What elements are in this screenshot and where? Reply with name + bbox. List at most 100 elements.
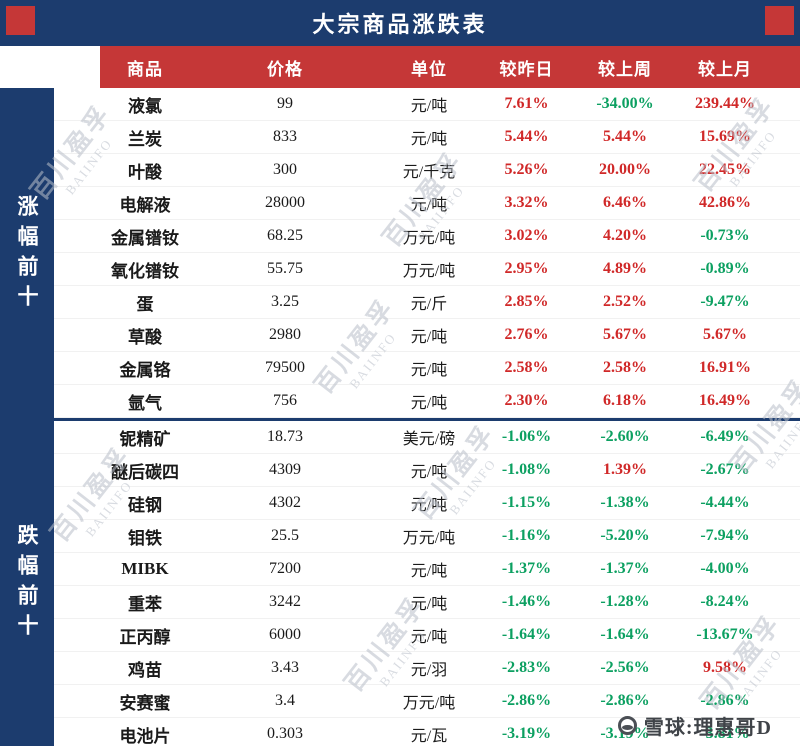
table-row: 氧化镨钕 55.75 万元/吨 2.95% 4.89% -0.89%: [54, 253, 800, 286]
change-vs-lastweek: 4.89%: [603, 260, 647, 277]
commodity-name: 鸡苗: [128, 660, 162, 680]
commodity-price: 79500: [265, 359, 305, 376]
table-row: 电池片 0.303 元/瓦 -3.19% -3.19% -3.81%: [54, 718, 800, 746]
commodity-price: 55.75: [267, 260, 303, 277]
change-vs-yesterday: -1.08%: [501, 461, 552, 478]
change-vs-yesterday: 2.76%: [504, 326, 549, 343]
commodity-unit: 美元/磅: [402, 431, 456, 448]
commodity-price: 0.303: [267, 725, 303, 742]
change-vs-lastmonth: -2.86%: [700, 692, 750, 709]
commodity-name: 正丙醇: [119, 627, 171, 647]
commodity-unit: 元/羽: [410, 662, 448, 679]
commodity-name: MIBK: [121, 559, 169, 578]
commodity-unit: 元/瓦: [410, 728, 448, 745]
table-row: 醚后碳四 4309 元/吨 -1.08% 1.39% -2.67%: [54, 454, 800, 487]
header-vs-yesterday: 较昨日: [499, 59, 554, 79]
commodity-unit: 元/吨: [410, 629, 448, 646]
change-vs-lastweek: -1.38%: [600, 494, 650, 511]
change-vs-lastmonth: -3.81%: [700, 725, 750, 742]
table-row: 叶酸 300 元/千克 5.26% 20.00% 22.45%: [54, 154, 800, 187]
credit-badge: 雪球:理惠哥D: [617, 711, 772, 740]
commodity-price: 3.25: [271, 293, 299, 310]
change-vs-lastweek: 20.00%: [599, 161, 651, 178]
commodity-name: 金属镨钕: [111, 228, 179, 248]
change-vs-yesterday: 2.58%: [504, 359, 549, 376]
change-vs-lastweek: -1.28%: [600, 593, 650, 610]
change-vs-lastmonth: -2.67%: [700, 461, 750, 478]
credit-text: 雪球:理惠哥D: [643, 717, 772, 739]
commodity-price: 6000: [269, 626, 301, 643]
change-vs-lastmonth: -0.89%: [700, 260, 750, 277]
commodity-unit: 元/吨: [410, 395, 448, 412]
change-vs-yesterday: 2.85%: [504, 293, 549, 310]
change-vs-lastmonth: -7.94%: [700, 527, 750, 544]
table-row: 液氯 99 元/吨 7.61% -34.00% 239.44%: [54, 88, 800, 121]
table-row: 铌精矿 18.73 美元/磅 -1.06% -2.60% -6.49%: [54, 421, 800, 454]
change-vs-lastmonth: 16.49%: [699, 392, 751, 409]
change-vs-yesterday: -2.86%: [501, 692, 552, 709]
commodity-price: 4302: [269, 494, 301, 511]
change-vs-lastweek: -34.00%: [596, 95, 654, 112]
commodity-name: 醚后碳四: [111, 462, 179, 482]
change-vs-lastweek: 2.52%: [603, 293, 647, 310]
change-vs-lastweek: -2.60%: [600, 428, 650, 445]
change-vs-lastmonth: -8.24%: [700, 593, 750, 610]
change-vs-lastmonth: -0.73%: [700, 227, 750, 244]
change-vs-lastweek: 4.20%: [603, 227, 647, 244]
commodity-unit: 元/千克: [402, 164, 456, 181]
change-vs-lastweek: -1.37%: [600, 560, 650, 577]
commodity-name: 金属铬: [119, 360, 171, 380]
change-vs-yesterday: 5.26%: [504, 161, 549, 178]
commodity-unit: 元/吨: [410, 131, 448, 148]
change-vs-lastweek: -2.56%: [600, 659, 650, 676]
page-title: 大宗商品涨跌表: [312, 12, 488, 37]
change-vs-lastmonth: 42.86%: [699, 194, 751, 211]
change-vs-yesterday: -1.16%: [501, 527, 552, 544]
section-losers-label: 跌幅前十: [15, 523, 39, 644]
change-vs-lastweek: 5.44%: [603, 128, 647, 145]
commodity-unit: 元/吨: [410, 464, 448, 481]
change-vs-yesterday: 2.30%: [504, 392, 549, 409]
commodity-price: 3.43: [271, 659, 299, 676]
change-vs-lastmonth: -4.44%: [700, 494, 750, 511]
change-vs-yesterday: -1.64%: [501, 626, 552, 643]
section-divider: [54, 418, 800, 421]
commodity-unit: 元/吨: [410, 329, 448, 346]
commodity-name: 液氯: [128, 96, 162, 116]
table-row: 草酸 2980 元/吨 2.76% 5.67% 5.67%: [54, 319, 800, 352]
commodity-name: 钼铁: [128, 528, 162, 548]
commodity-name: 硅钢: [128, 495, 162, 515]
commodity-unit: 元/吨: [410, 497, 448, 514]
change-vs-lastmonth: 15.69%: [699, 128, 751, 145]
commodity-name: 电解液: [119, 195, 171, 215]
change-vs-lastweek: -5.20%: [600, 527, 650, 544]
header-commodity: 商品: [127, 59, 163, 79]
change-vs-lastweek: 6.18%: [603, 392, 647, 409]
commodity-price: 99: [277, 95, 293, 112]
commodity-unit: 万元/吨: [402, 695, 456, 712]
change-vs-lastweek: -1.64%: [600, 626, 650, 643]
change-vs-lastmonth: 16.91%: [699, 359, 751, 376]
commodity-price: 28000: [265, 194, 305, 211]
change-vs-lastmonth: -4.00%: [700, 560, 750, 577]
commodity-name: 兰炭: [128, 129, 162, 149]
change-vs-yesterday: 5.44%: [504, 128, 549, 145]
change-vs-lastmonth: 5.67%: [703, 326, 747, 343]
title-bar: 大宗商品涨跌表: [0, 0, 800, 46]
table-row: 硅钢 4302 元/吨 -1.15% -1.38% -4.44%: [54, 487, 800, 520]
header-vs-lastweek: 较上周: [598, 59, 652, 79]
table-row: MIBK 7200 元/吨 -1.37% -1.37% -4.00%: [54, 553, 800, 586]
commodity-unit: 元/吨: [410, 362, 448, 379]
header-price: 价格: [267, 59, 303, 79]
change-vs-lastmonth: -6.49%: [700, 428, 750, 445]
section-gainers-label: 涨幅前十: [15, 194, 39, 315]
change-vs-yesterday: -1.06%: [501, 428, 552, 445]
change-vs-yesterday: 7.61%: [504, 95, 549, 112]
commodity-price: 300: [273, 161, 297, 178]
commodity-unit: 万元/吨: [402, 263, 456, 280]
commodity-name: 电池片: [119, 726, 171, 746]
table-row: 钼铁 25.5 万元/吨 -1.16% -5.20% -7.94%: [54, 520, 800, 553]
change-vs-lastmonth: 22.45%: [699, 161, 751, 178]
commodity-name: 铌精矿: [119, 429, 171, 449]
